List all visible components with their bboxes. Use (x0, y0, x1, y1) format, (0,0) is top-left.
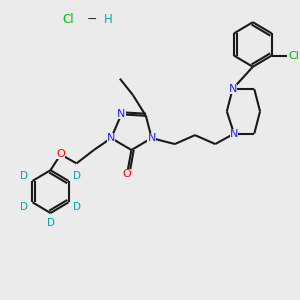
Text: N: N (230, 129, 238, 139)
Text: H: H (104, 13, 113, 26)
Text: D: D (73, 171, 80, 181)
Text: D: D (46, 218, 55, 227)
Text: N: N (228, 84, 237, 94)
Text: Cl: Cl (62, 13, 74, 26)
Text: Cl: Cl (288, 51, 299, 61)
Text: D: D (20, 171, 28, 181)
Text: O: O (56, 149, 65, 160)
Text: N: N (148, 133, 156, 143)
Text: O: O (123, 169, 131, 179)
Text: D: D (20, 202, 28, 212)
Text: D: D (73, 202, 80, 212)
Text: N: N (117, 109, 125, 119)
Text: −: − (87, 13, 98, 26)
Text: N: N (107, 133, 116, 143)
